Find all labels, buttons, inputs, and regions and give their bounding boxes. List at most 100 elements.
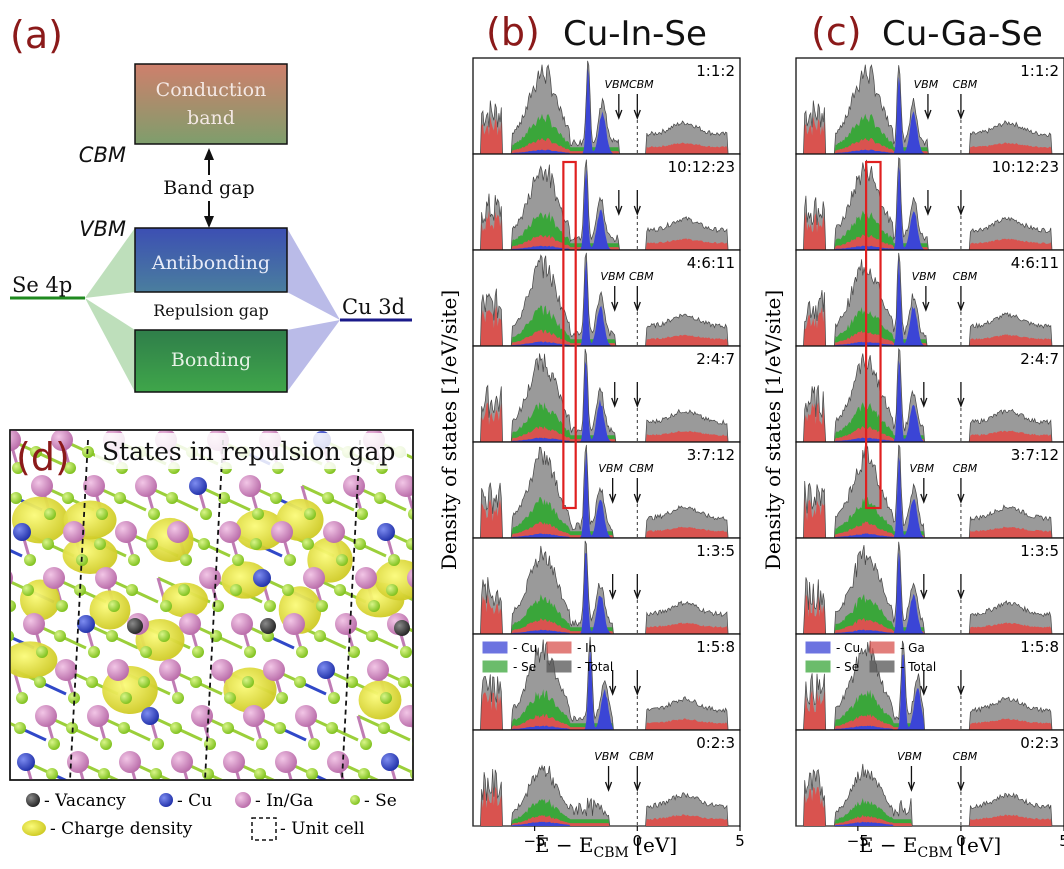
se-atom: [368, 600, 380, 612]
structure-title: States in repulsion gap: [102, 437, 395, 466]
dos-metal-area: [796, 306, 1064, 346]
cbm-annotation: CBM: [629, 78, 654, 91]
panel-b-title: Cu-In-Se: [563, 14, 707, 54]
se-atom: [302, 538, 314, 550]
cbm-annotation: CBM: [629, 750, 654, 763]
inga-atom: [95, 567, 117, 589]
se-atom: [284, 554, 296, 566]
unit-cell-boundary: [204, 439, 224, 780]
se-atom: [86, 676, 98, 688]
dos-cu-area: [473, 68, 740, 154]
bond: [10, 462, 11, 464]
se-atom: [10, 630, 14, 642]
dos-row-3:7:12: 3:7:12 VBM CBM: [795, 441, 1064, 539]
bond: [290, 394, 316, 406]
se-atom: [340, 784, 352, 796]
bond: [238, 394, 264, 406]
cbm-arrow-head: [957, 301, 965, 312]
se-atom: [152, 738, 164, 750]
dos-metal-area: [473, 691, 740, 730]
se-swatch: [350, 795, 360, 805]
inga-atom: [451, 705, 473, 727]
panel-b-label: (b): [486, 10, 540, 54]
legend-entry: - Cu: [513, 641, 537, 655]
se-atom: [0, 508, 4, 520]
se-atom: [232, 554, 244, 566]
vbm-arrow-head: [920, 493, 928, 504]
inga-swatch: [235, 792, 251, 808]
composition-label: 1:5:8: [1020, 638, 1059, 656]
cu-atom: [253, 569, 271, 587]
se-atom: [264, 600, 276, 612]
se-atom: [432, 692, 444, 704]
cbm-arrow-head: [633, 781, 641, 792]
conduction-band-label-2: band: [187, 107, 235, 129]
bond: [56, 406, 82, 418]
composition-label: 1:3:5: [1020, 542, 1059, 560]
se-atom: [460, 508, 472, 520]
charge-density-blob: [10, 641, 58, 679]
bond: [0, 394, 4, 406]
vbm-annotation: VBM: [600, 270, 625, 283]
se-atom: [88, 646, 100, 658]
unit-cell-boundary: [341, 439, 361, 780]
vbm-annotation: VBM: [914, 78, 939, 91]
legend-entry: - Cu: [836, 641, 860, 655]
bond: [82, 394, 108, 406]
composition-label: 3:7:12: [1011, 446, 1059, 464]
se-atom: [42, 538, 54, 550]
legend-swatch: [482, 660, 508, 673]
legend-charge: - Charge density: [50, 819, 193, 839]
composition-label: 2:4:7: [696, 350, 735, 368]
panel-b-ylabel: Density of states [1/eV/site]: [437, 290, 461, 570]
se-atom: [444, 784, 456, 796]
se-atom: [24, 554, 36, 566]
inga-atom: [327, 751, 349, 773]
se4p-antibonding-wedge: [85, 228, 135, 298]
se-atom: [0, 538, 2, 550]
vbm-arrow-head: [924, 205, 932, 216]
se-atom: [314, 630, 326, 642]
inga-atom: [119, 751, 141, 773]
bond: [342, 394, 368, 406]
legend-entry: - Total: [900, 660, 936, 674]
vacancy-site: [394, 620, 410, 636]
inga-atom: [271, 521, 293, 543]
se-atom: [408, 508, 413, 520]
cbm-arrow-head: [957, 589, 965, 600]
se-atom: [270, 492, 282, 504]
se-atom: [34, 676, 46, 688]
vbm-annotation: VBM: [605, 78, 630, 91]
inga-atom: [383, 383, 405, 405]
panel-c-title: Cu-Ga-Se: [882, 14, 1043, 54]
dos-cu-area: [473, 821, 740, 826]
legend-entry: - Total: [577, 660, 613, 674]
se-atom: [62, 492, 74, 504]
inga-atom: [263, 659, 285, 681]
se-atom: [160, 600, 172, 612]
bond: [430, 670, 438, 698]
legend-entry: - Se: [513, 660, 536, 674]
panel-b-xlabel: E − ECBM [eV]: [535, 833, 677, 861]
bond: [394, 394, 402, 422]
cbm-arrow-head: [633, 685, 641, 696]
se-atom: [10, 492, 22, 504]
composition-label: 1:3:5: [696, 542, 735, 560]
legend-vacancy: - Vacancy: [44, 791, 126, 811]
se-atom: [362, 400, 374, 412]
se-atom: [192, 646, 204, 658]
inga-atom: [171, 751, 193, 773]
dos-metal-area: [473, 786, 740, 826]
se-atom: [158, 630, 170, 642]
bond: [186, 394, 194, 422]
dos-legend: - Cu - In - Se - Total: [482, 641, 613, 674]
antibonding-box: [134, 227, 288, 293]
se-atom: [138, 676, 150, 688]
se-atom: [150, 768, 162, 780]
se-atom: [414, 400, 426, 412]
inga-atom: [135, 475, 157, 497]
inga-atom: [407, 568, 413, 588]
dos-metal-area: [796, 498, 1064, 538]
inga-atom: [323, 521, 345, 543]
se-atom: [16, 692, 28, 704]
